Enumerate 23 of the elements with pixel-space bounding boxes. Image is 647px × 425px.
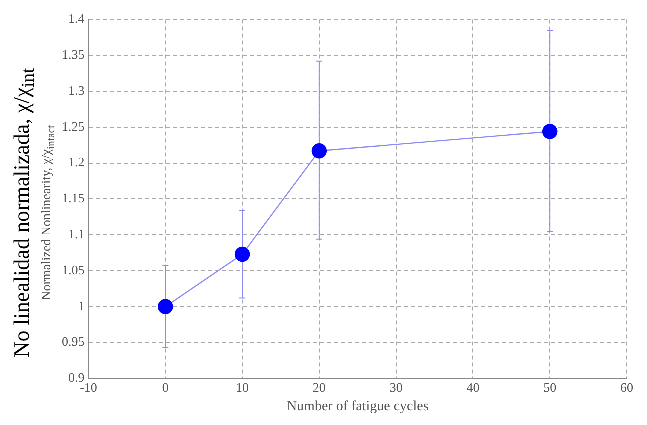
- y-tick-label: 1.1: [68, 226, 85, 242]
- y-tick-label: 1.05: [62, 262, 85, 278]
- x-axis-title: Number of fatigue cycles: [286, 399, 429, 414]
- x-tick-label: 50: [544, 380, 557, 395]
- x-tick-label: 10: [236, 380, 250, 395]
- point: [158, 299, 174, 314]
- point: [312, 144, 328, 159]
- y-tick-label: 1.3: [68, 82, 85, 98]
- y-tick-label: 1.2: [68, 154, 85, 170]
- point: [542, 124, 558, 140]
- x-tick-label: 40: [466, 380, 480, 395]
- x-tick-label: 30: [390, 380, 403, 395]
- x-tick-label: 20: [312, 380, 326, 395]
- y-tick-label: 1.4: [68, 11, 86, 26]
- y-tick-label: 0.95: [62, 334, 85, 350]
- y-tick-label: 1.25: [62, 118, 85, 134]
- y-tick-label: 0.9: [68, 370, 85, 386]
- point: [234, 246, 250, 262]
- x-tick-label: 60: [620, 380, 634, 395]
- x-tick-label: 0: [162, 380, 169, 395]
- y-tick-label: 1.15: [62, 190, 85, 206]
- y-tick-label: 1.35: [62, 47, 85, 62]
- y-tick-label: 1: [78, 298, 85, 314]
